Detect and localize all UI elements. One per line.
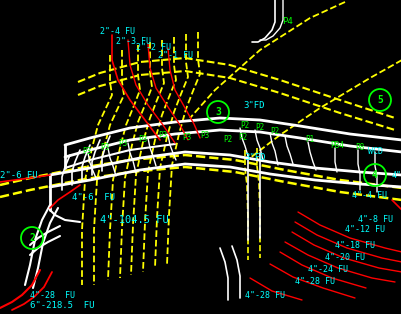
Text: 2"-1 FU: 2"-1 FU [158, 51, 192, 59]
Text: 4"-12 FU: 4"-12 FU [344, 225, 384, 235]
Text: 4"-28 FU: 4"-28 FU [244, 290, 284, 300]
Text: 2: 2 [29, 233, 35, 243]
Text: P2: P2 [239, 121, 249, 129]
Text: P3: P3 [118, 138, 127, 148]
Text: 2"-6 FU: 2"-6 FU [0, 171, 38, 180]
Text: P2: P2 [223, 136, 232, 144]
Text: P8: P8 [354, 143, 363, 153]
Text: P2: P2 [254, 123, 263, 133]
Text: 4"-8 FU: 4"-8 FU [357, 215, 392, 225]
Text: P3: P3 [82, 148, 91, 156]
Text: 6"-218.5  FU: 6"-218.5 FU [30, 300, 94, 310]
Text: 4"-6  FU: 4"-6 FU [72, 192, 115, 202]
Text: P3: P3 [200, 131, 209, 139]
Text: 4"-18 FU: 4"-18 FU [334, 241, 374, 250]
Text: P3: P3 [158, 132, 167, 140]
Text: 4": 4" [391, 171, 401, 180]
Text: 4: 4 [371, 170, 377, 180]
Text: 4"-4 FU: 4"-4 FU [351, 191, 386, 199]
Text: 2"-2 FU: 2"-2 FU [136, 44, 170, 52]
Text: 4"-104.5 FU: 4"-104.5 FU [100, 215, 168, 225]
Text: P2: P2 [237, 133, 247, 143]
Text: 3"FD: 3"FD [242, 101, 264, 111]
Text: WCD: WCD [367, 148, 382, 156]
Text: P3: P3 [100, 143, 109, 153]
Text: P4: P4 [281, 18, 292, 26]
Text: P3: P3 [138, 136, 147, 144]
Text: P2: P2 [269, 127, 279, 137]
Text: P1: P1 [304, 136, 314, 144]
Text: 4"-24 FU: 4"-24 FU [307, 266, 347, 274]
Text: 2"-3 FU: 2"-3 FU [116, 37, 151, 46]
Text: 4"-28  FU: 4"-28 FU [30, 290, 75, 300]
Text: PB4: PB4 [329, 140, 343, 149]
Text: 4"-28 FU: 4"-28 FU [294, 278, 334, 286]
Text: 4"-20 FU: 4"-20 FU [324, 253, 364, 263]
Text: 3"FD: 3"FD [243, 154, 265, 163]
Text: 5: 5 [376, 95, 382, 105]
Text: P3: P3 [182, 133, 191, 143]
Text: 3: 3 [215, 107, 221, 117]
Text: 2"-4 FU: 2"-4 FU [100, 28, 135, 36]
